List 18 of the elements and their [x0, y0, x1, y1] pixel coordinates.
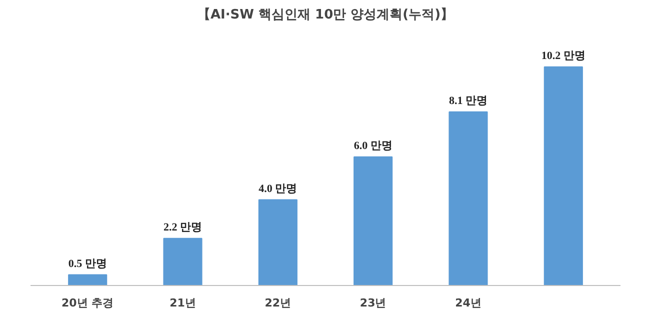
- bar: [68, 274, 108, 286]
- data-label: 6.0 만명: [354, 140, 392, 152]
- bar: [354, 156, 393, 286]
- data-label: 2.2 만명: [164, 221, 202, 234]
- data-label: 0.5 만명: [68, 258, 107, 270]
- data-label: 4.0 만명: [258, 182, 298, 195]
- data-label: 10.2 만명: [541, 50, 586, 62]
- x-tick-label: 23년: [360, 296, 386, 310]
- bar: [163, 238, 202, 286]
- x-tick-label: 22년: [264, 296, 292, 310]
- bar: [258, 199, 298, 286]
- chart-title: 【AI·SW 핵심인재 10만 양성계획(누적)】: [197, 6, 454, 22]
- bar: [544, 66, 583, 286]
- bar: [448, 111, 488, 286]
- data-label: 8.1 만명: [448, 94, 488, 107]
- x-tick-label: 20년 추경: [62, 296, 114, 310]
- x-tick-label: 21년: [170, 296, 196, 310]
- x-tick-label: 24년: [455, 296, 482, 310]
